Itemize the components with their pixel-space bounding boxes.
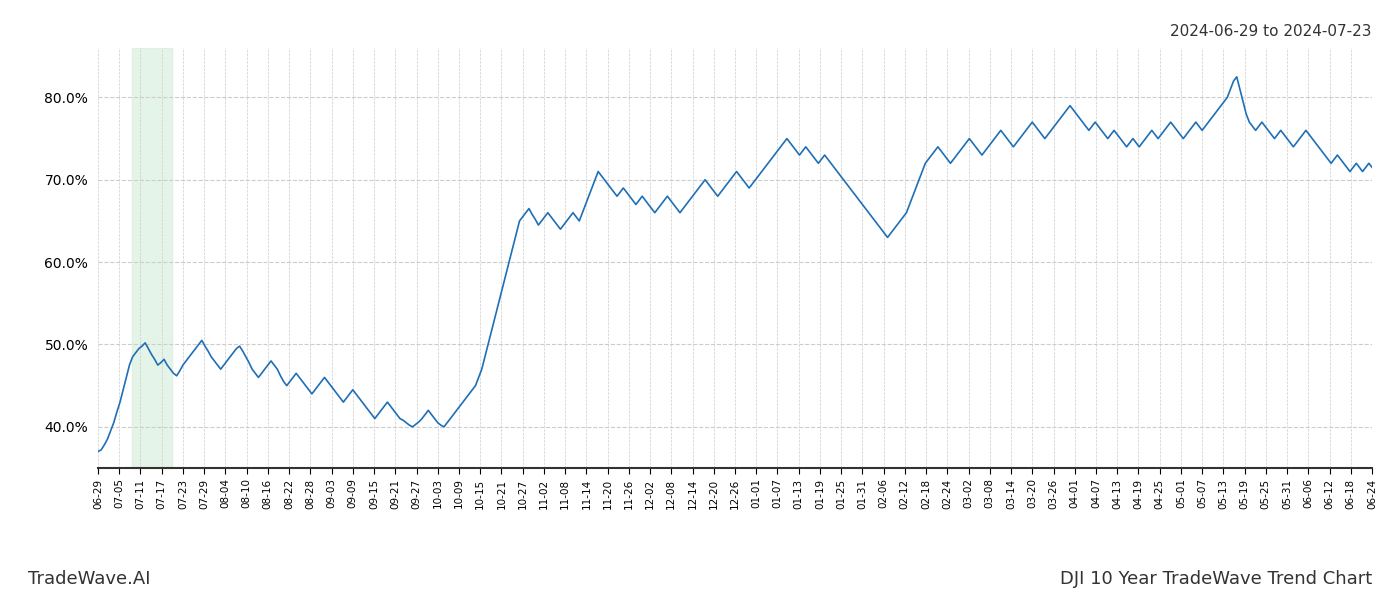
Text: 2024-06-29 to 2024-07-23: 2024-06-29 to 2024-07-23 [1170,24,1372,39]
Text: TradeWave.AI: TradeWave.AI [28,570,151,588]
Text: DJI 10 Year TradeWave Trend Chart: DJI 10 Year TradeWave Trend Chart [1060,570,1372,588]
Bar [133,48,172,468]
